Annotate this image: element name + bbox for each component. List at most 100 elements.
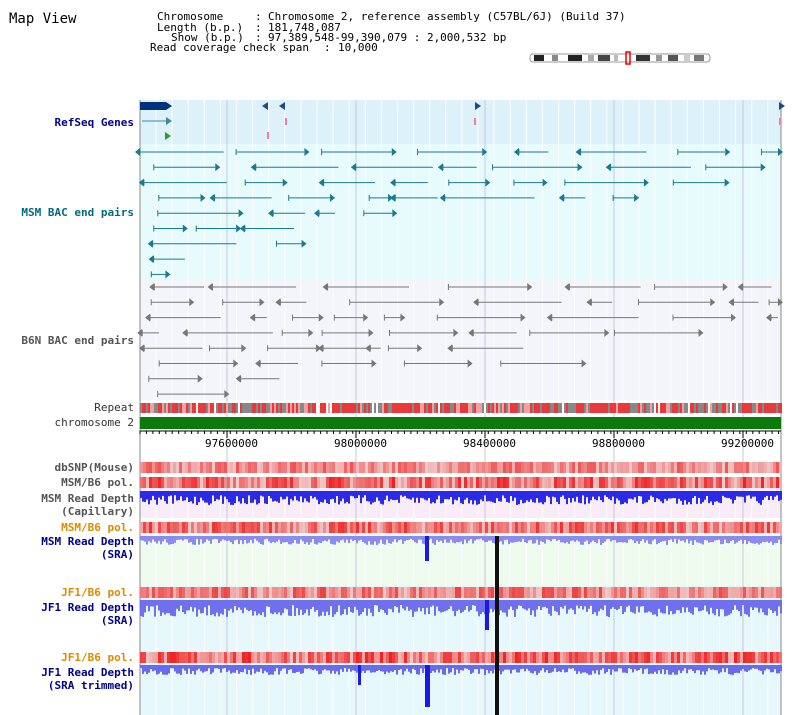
heat-cell bbox=[689, 652, 692, 663]
heat-cell bbox=[182, 477, 185, 488]
depth-bar bbox=[718, 491, 720, 503]
depth-bar bbox=[226, 600, 228, 617]
repeat-seg bbox=[664, 403, 666, 413]
depth-bar bbox=[196, 665, 198, 671]
depth-spike bbox=[485, 600, 489, 630]
heat-cell bbox=[173, 522, 176, 533]
depth-bar bbox=[756, 536, 758, 544]
repeat-seg bbox=[778, 403, 780, 413]
msm-bac-features[interactable] bbox=[135, 148, 783, 279]
depth-bar bbox=[278, 600, 280, 613]
depth-bar bbox=[776, 491, 778, 496]
heat-cell bbox=[359, 587, 362, 598]
chromosome-bar[interactable] bbox=[140, 417, 781, 429]
track-label-msm-depth-sra[interactable]: MSM Read Depth bbox=[41, 535, 134, 548]
depth-bar bbox=[612, 491, 614, 497]
repeat-seg bbox=[738, 403, 740, 413]
heat-cell bbox=[635, 462, 638, 473]
depth-bar bbox=[296, 600, 298, 609]
track-label-msm-depth-cap[interactable]: MSM Read Depth bbox=[41, 492, 134, 505]
heat-cell bbox=[239, 522, 242, 533]
depth-bar bbox=[466, 600, 468, 606]
depth-bar bbox=[468, 665, 470, 670]
heat-cell bbox=[647, 462, 650, 473]
heat-cell bbox=[362, 652, 365, 663]
polymorphism-heat-tracks[interactable] bbox=[140, 462, 782, 663]
track-label-jf1-b6-pol-2[interactable]: JF1/B6 pol. bbox=[61, 651, 134, 664]
heat-cell bbox=[596, 652, 599, 663]
refseq-features[interactable] bbox=[140, 102, 785, 140]
heat-cell bbox=[692, 522, 695, 533]
depth-bar bbox=[760, 665, 762, 671]
repeat-seg bbox=[584, 403, 586, 413]
depth-bar bbox=[454, 536, 456, 544]
msm-bac-arrow bbox=[634, 193, 640, 202]
msm-bac-arrow bbox=[147, 239, 153, 248]
depth-bar bbox=[146, 491, 148, 500]
track-label-msm-b6-pol-2[interactable]: MSM/B6 pol. bbox=[61, 521, 134, 534]
track-label-b6n-bac[interactable]: B6N BAC end pairs bbox=[21, 334, 134, 347]
depth-bar bbox=[776, 536, 778, 543]
depth-bar bbox=[642, 600, 644, 607]
depth-bar bbox=[546, 536, 548, 540]
heat-cell bbox=[608, 587, 611, 598]
heat-cell bbox=[527, 587, 530, 598]
ideogram-band bbox=[568, 55, 582, 61]
depth-bar bbox=[560, 536, 562, 543]
b6n-bac-features[interactable] bbox=[137, 283, 783, 399]
track-label-jf1-depth-trim[interactable]: JF1 Read Depth bbox=[41, 666, 134, 679]
msm-bac-arrow bbox=[330, 193, 336, 202]
heat-cell bbox=[656, 462, 659, 473]
heat-cell bbox=[611, 587, 614, 598]
heat-cell bbox=[203, 477, 206, 488]
depth-bar bbox=[312, 491, 314, 499]
heat-cell bbox=[779, 462, 782, 473]
heat-cell bbox=[467, 462, 470, 473]
heat-cell bbox=[620, 477, 623, 488]
heat-cell bbox=[218, 652, 221, 663]
track-label-jf1-b6-pol-1[interactable]: JF1/B6 pol. bbox=[61, 586, 134, 599]
heat-cell bbox=[623, 587, 626, 598]
b6n-bac-arrow bbox=[308, 328, 314, 337]
depth-bar bbox=[392, 665, 394, 672]
depth-bar bbox=[772, 536, 774, 545]
depth-bar bbox=[696, 491, 698, 504]
heat-cell bbox=[515, 652, 518, 663]
depth-bar bbox=[364, 600, 366, 609]
repeat-seg bbox=[378, 403, 380, 413]
track-label-msm-b6-pol-1[interactable]: MSM/B6 pol. bbox=[61, 476, 134, 489]
heat-cell bbox=[629, 587, 632, 598]
track-label-jf1-depth-sra[interactable]: JF1 Read Depth bbox=[41, 601, 134, 614]
msm-bac-arrow bbox=[778, 148, 783, 156]
track-label-msm-bac[interactable]: MSM BAC end pairs bbox=[21, 206, 134, 219]
depth-bar bbox=[470, 665, 472, 674]
depth-bar bbox=[240, 491, 242, 504]
depth-bar bbox=[366, 536, 368, 545]
heat-cell bbox=[485, 522, 488, 533]
repeat-seg bbox=[716, 403, 718, 413]
track-label-refseq[interactable]: RefSeq Genes bbox=[54, 116, 134, 129]
heat-cell bbox=[728, 477, 731, 488]
depth-bar bbox=[488, 536, 490, 541]
msm-bac-arrow bbox=[577, 163, 583, 172]
heat-cell bbox=[140, 462, 143, 473]
heat-cell bbox=[653, 587, 656, 598]
repeat-track[interactable] bbox=[140, 403, 782, 413]
depth-bar bbox=[676, 665, 678, 675]
depth-bar bbox=[702, 665, 704, 672]
depth-bar bbox=[554, 665, 556, 669]
depth-bar bbox=[376, 665, 378, 671]
track-label-msm-depth-cap-sub: (Capillary) bbox=[61, 505, 134, 518]
read-depth-tracks[interactable] bbox=[140, 491, 782, 707]
track-label-dbsnp[interactable]: dbSNP(Mouse) bbox=[54, 461, 134, 474]
depth-bar bbox=[286, 536, 288, 542]
chromosome-ideogram[interactable] bbox=[529, 51, 711, 65]
repeat-seg bbox=[514, 403, 516, 413]
heat-cell bbox=[593, 477, 596, 488]
heat-cell bbox=[734, 477, 737, 488]
depth-bar bbox=[610, 536, 612, 542]
depth-bar bbox=[266, 600, 268, 607]
depth-bar bbox=[438, 665, 440, 673]
repeat-seg bbox=[578, 403, 580, 413]
